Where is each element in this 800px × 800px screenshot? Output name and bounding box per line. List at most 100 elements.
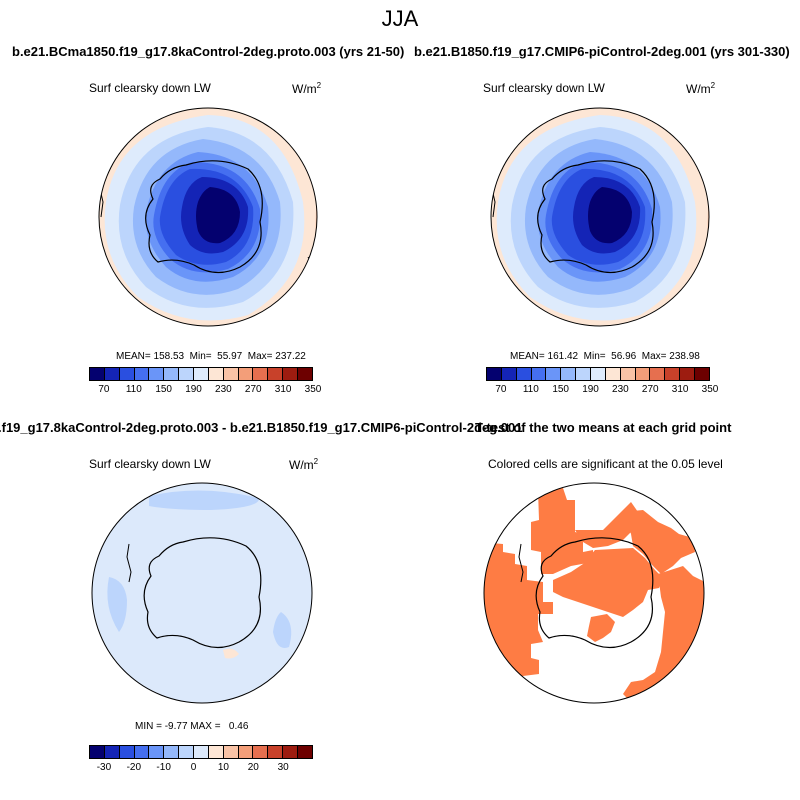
colorbar-swatch xyxy=(283,746,299,758)
colorbar-tick-label: 30 xyxy=(277,762,289,773)
panel2-variable-label: Surf clearsky down LW xyxy=(483,81,605,95)
panel3-south-america-coastline xyxy=(126,543,132,583)
panel3-variable-label: Surf clearsky down LW xyxy=(89,457,211,471)
colorbar-swatch xyxy=(591,368,606,380)
colorbar-tick-label: 110 xyxy=(522,384,539,395)
colorbar-swatch xyxy=(635,368,651,380)
colorbar-swatch xyxy=(238,746,254,758)
colorbar-swatch xyxy=(119,368,135,380)
colorbar-swatch xyxy=(194,368,209,380)
panel1-colorbar xyxy=(89,367,313,381)
colorbar-tick-label: 150 xyxy=(552,384,569,395)
panel3-field-fill xyxy=(92,483,312,703)
colorbar-tick-label: 20 xyxy=(247,762,259,773)
colorbar-tick-label: 0 xyxy=(190,762,197,773)
colorbar-tick-label: 230 xyxy=(215,384,232,395)
colorbar-tick-label: -30 xyxy=(96,762,112,773)
colorbar-tick-label: 70 xyxy=(495,384,507,395)
colorbar-tick-label: 10 xyxy=(217,762,229,773)
panel2-units-label: W/m2 xyxy=(686,81,716,96)
panel1-colorbar-ticks: 70 110 150 190 230 270 310 350 xyxy=(89,382,321,396)
panel4-title: T-test of the two means at each grid poi… xyxy=(475,420,732,435)
colorbar-tick-label: 70 xyxy=(98,384,110,395)
colorbar-swatch xyxy=(134,746,150,758)
colorbar-swatch xyxy=(208,746,224,758)
panel1-polar-map xyxy=(98,107,318,327)
panel2-stats: MEAN= 161.42 Min= 56.96 Max= 238.98 xyxy=(510,351,700,362)
panel2-contour-band xyxy=(588,187,632,244)
colorbar-swatch xyxy=(531,368,547,380)
panel4-subtitle: Colored cells are significant at the 0.0… xyxy=(488,457,723,471)
colorbar-swatch xyxy=(253,746,269,758)
colorbar-swatch xyxy=(164,746,180,758)
colorbar-swatch xyxy=(501,368,517,380)
panel1-antarctica-coastline xyxy=(145,160,263,274)
panel1-title: b.e21.BCma1850.f19_g17.8kaControl-2deg.p… xyxy=(12,44,405,59)
colorbar-tick-label: 270 xyxy=(641,384,659,395)
colorbar-tick-label: -20 xyxy=(126,762,142,773)
colorbar-swatch xyxy=(620,368,636,380)
panel1-stats: MEAN= 158.53 Min= 55.97 Max= 237.22 xyxy=(116,351,306,362)
colorbar-tick-label: 190 xyxy=(582,384,599,395)
colorbar-tick-label: 350 xyxy=(304,384,322,395)
colorbar-swatch xyxy=(134,368,150,380)
colorbar-swatch xyxy=(561,368,577,380)
colorbar-swatch xyxy=(119,746,135,758)
colorbar-swatch xyxy=(680,368,696,380)
panel2-polar-map xyxy=(490,107,710,327)
panel3-title: .f19_g17.8kaControl-2deg.proto.003 - b.e… xyxy=(0,420,523,435)
colorbar-swatch xyxy=(90,368,105,380)
figure-title: JJA xyxy=(381,6,419,31)
colorbar-swatch xyxy=(695,368,709,380)
panel2-title: b.e21.B1850.f19_g17.CMIP6-piControl-2deg… xyxy=(414,44,790,59)
colorbar-tick-label: 150 xyxy=(155,384,172,395)
colorbar-swatch xyxy=(223,746,239,758)
panel3-negative-patch xyxy=(273,612,292,648)
panel3-positive-patch xyxy=(223,648,239,659)
panel4-south-america-coastline xyxy=(518,543,524,583)
panel2-colorbar-ticks: 70 110 150 190 230 270 310 350 xyxy=(486,382,718,396)
colorbar-tick-label: 270 xyxy=(244,384,262,395)
colorbar-tick-label: 310 xyxy=(274,384,292,395)
colorbar-swatch xyxy=(546,368,562,380)
colorbar-swatch xyxy=(253,368,269,380)
panel3-polar-map xyxy=(91,482,313,704)
colorbar-swatch xyxy=(104,746,120,758)
colorbar-swatch xyxy=(268,746,284,758)
colorbar-swatch xyxy=(90,746,105,758)
colorbar-swatch xyxy=(576,368,592,380)
panel3-antarctica-coastline xyxy=(143,537,262,649)
colorbar-swatch xyxy=(605,368,621,380)
panel3-colorbar-ticks: -30 -20 -10 0 10 20 30 xyxy=(89,760,313,774)
panel4-polar-map xyxy=(483,482,705,704)
colorbar-swatch xyxy=(104,368,120,380)
colorbar-swatch xyxy=(650,368,666,380)
panel3-negative-patch xyxy=(149,490,260,510)
colorbar-swatch xyxy=(665,368,681,380)
colorbar-swatch xyxy=(298,746,312,758)
panel2-antarctica-coastline xyxy=(537,160,655,274)
colorbar-swatch xyxy=(179,368,195,380)
panel1-contour-band xyxy=(196,187,240,244)
panel3-negative-patch xyxy=(107,577,127,632)
colorbar-swatch xyxy=(298,368,312,380)
panel1-variable-label: Surf clearsky down LW xyxy=(89,81,211,95)
panel3-stats: MIN = -9.77 MAX = 0.46 xyxy=(135,721,249,732)
colorbar-swatch xyxy=(268,368,284,380)
colorbar-swatch xyxy=(238,368,254,380)
colorbar-tick-label: -10 xyxy=(156,762,171,773)
colorbar-tick-label: 230 xyxy=(612,384,629,395)
colorbar-swatch xyxy=(149,746,165,758)
colorbar-swatch xyxy=(194,746,209,758)
colorbar-swatch xyxy=(149,368,165,380)
colorbar-tick-label: 350 xyxy=(701,384,719,395)
colorbar-swatch xyxy=(164,368,180,380)
panel4-antarctica-coastline xyxy=(535,537,654,649)
colorbar-swatch xyxy=(283,368,299,380)
panel2-colorbar xyxy=(486,367,710,381)
panel1-units-label: W/m2 xyxy=(292,81,322,96)
colorbar-tick-label: 310 xyxy=(671,384,689,395)
panel3-colorbar xyxy=(89,745,313,759)
colorbar-swatch xyxy=(516,368,532,380)
colorbar-tick-label: 110 xyxy=(125,384,142,395)
